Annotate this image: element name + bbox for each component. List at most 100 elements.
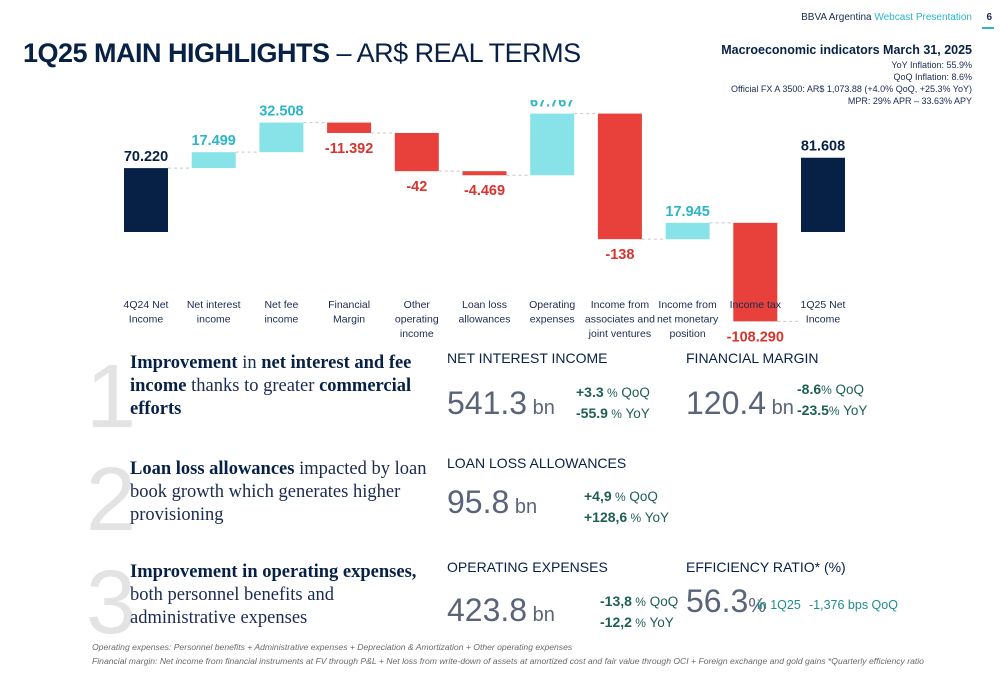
category-label-line: income bbox=[197, 314, 231, 326]
kpi-value-unit: bn bbox=[527, 397, 555, 419]
kpi-qoq-value: +4,9 bbox=[584, 488, 612, 504]
waterfall-category-label: Net fee income bbox=[264, 299, 298, 326]
waterfall-data-label: -42 bbox=[406, 179, 427, 195]
waterfall-data-label: -108.290 bbox=[727, 329, 784, 345]
kpi-pct: % bbox=[631, 616, 646, 630]
highlight-text-regular: impacted by loan book growth which gener… bbox=[130, 459, 427, 525]
waterfall-bar bbox=[733, 222, 778, 322]
kpi-value-unit: bn bbox=[766, 397, 794, 419]
highlight-text-regular: thanks to greater bbox=[186, 376, 320, 396]
kpi-yoy-label: YoY bbox=[645, 615, 674, 630]
category-label-line: Other bbox=[404, 299, 431, 311]
waterfall-category-label: Other operating income bbox=[395, 299, 439, 340]
kpi-qoq-value: -8.6 bbox=[797, 381, 822, 397]
waterfall-data-label: 17.499 bbox=[192, 133, 236, 149]
kpi-value-number: 541.3 bbox=[447, 385, 528, 421]
category-label-line: joint ventures bbox=[588, 328, 651, 340]
kpi-title-lla: LOAN LOSS ALLOWANCES bbox=[447, 455, 627, 471]
kpi-variation-fm: -8.6% QoQ -23.5% YoY bbox=[797, 379, 867, 421]
kpi-value-unit: % bbox=[748, 595, 767, 617]
category-label-line: Financial bbox=[328, 299, 370, 311]
kpi-value-number: 120.4 bbox=[686, 385, 767, 421]
kpi-value-fm: 120.4 bn bbox=[686, 385, 794, 422]
kpi-yoy-label: YoY bbox=[621, 406, 650, 421]
category-label-line: operating bbox=[395, 314, 439, 326]
waterfall-data-label: 17.945 bbox=[665, 204, 709, 220]
waterfall-category-label: Loan loss allowances bbox=[459, 299, 511, 326]
kpi-value-eff: 56.3% bbox=[686, 583, 766, 620]
kpi-value-unit: bn bbox=[527, 604, 555, 626]
macro-line: Official FX A 3500: AR$ 1,073.88 (+4.0% … bbox=[731, 84, 972, 94]
kpi-value-number: 95.8 bbox=[447, 484, 510, 520]
macro-line: QoQ Inflation: 8.6% bbox=[893, 72, 972, 82]
category-label-line: Operating bbox=[529, 299, 575, 311]
kpi-title-nii: NET INTEREST INCOME bbox=[447, 350, 608, 366]
page-number: 6 bbox=[986, 12, 992, 23]
category-label-line: Income from bbox=[658, 299, 717, 311]
waterfall-bar bbox=[665, 222, 710, 240]
brand-name: BBVA Argentina bbox=[801, 12, 872, 23]
kpi-pct: % bbox=[828, 404, 840, 418]
category-label-line: position bbox=[669, 328, 705, 340]
kpi-pct: % bbox=[627, 511, 642, 525]
waterfall-category-label: Income from net monetary position bbox=[657, 299, 719, 340]
category-label-line: Income bbox=[129, 314, 164, 326]
highlight-text: Improvement in net interest and fee inco… bbox=[130, 352, 440, 421]
waterfall-bar bbox=[530, 113, 575, 176]
highlight-number: 1 bbox=[86, 347, 137, 447]
category-label-line: Net interest bbox=[187, 299, 241, 311]
kpi-eff-change: -1,376 bps QoQ bbox=[809, 598, 898, 612]
kpi-pct: % bbox=[611, 490, 626, 504]
category-label-line: Loan loss bbox=[462, 299, 507, 311]
waterfall-category-label: Income from associates and joint ventures bbox=[585, 299, 655, 340]
waterfall-bar bbox=[259, 122, 304, 153]
kpi-pct: % bbox=[607, 407, 622, 421]
highlight-text-bold: Improvement bbox=[130, 353, 238, 373]
kpi-title-opex: OPERATING EXPENSES bbox=[447, 559, 608, 575]
kpi-qoq-value: -13,8 bbox=[600, 593, 632, 609]
highlight-text-bold: commercial efforts bbox=[130, 376, 412, 419]
category-label-line: net monetary bbox=[657, 314, 719, 326]
waterfall-category-label: 1Q25 Net Income bbox=[801, 299, 846, 326]
macro-indicators: Macroeconomic indicators March 31, 2025 … bbox=[721, 43, 972, 107]
waterfall-category-label: Operating expenses bbox=[529, 299, 575, 326]
page-title-bold: 1Q25 MAIN HIGHLIGHTS bbox=[23, 38, 330, 68]
waterfall-category-label: Financial Margin bbox=[328, 299, 370, 326]
highlight-number: 3 bbox=[86, 553, 137, 653]
kpi-variation-nii: +3.3 % QoQ -55.9 % YoY bbox=[576, 382, 650, 424]
category-label-line: Income from bbox=[591, 299, 650, 311]
highlight-number: 2 bbox=[86, 450, 137, 550]
waterfall-bar bbox=[124, 168, 168, 232]
kpi-yoy-value: -55.9 bbox=[576, 405, 608, 421]
waterfall-data-label: -4.469 bbox=[464, 183, 505, 199]
highlight-text-bold: Improvement in operating expenses, bbox=[130, 562, 417, 582]
kpi-yoy-value: +128,6 bbox=[584, 509, 628, 525]
category-label-line: Income bbox=[806, 314, 841, 326]
kpi-yoy-value: -23.5 bbox=[797, 402, 829, 418]
highlight-text: Improvement in operating expenses, both … bbox=[130, 561, 440, 630]
highlight-text-regular: both personnel benefits and administrati… bbox=[130, 585, 334, 628]
kpi-value-lla: 95.8 bn bbox=[447, 484, 537, 521]
header-brand: BBVA Argentina Webcast Presentation bbox=[801, 12, 972, 23]
highlight-text-bold: Loan loss allowances bbox=[130, 459, 295, 479]
macro-title: Macroeconomic indicators March 31, 2025 bbox=[721, 43, 972, 57]
macro-line: YoY Inflation: 55.9% bbox=[891, 60, 972, 70]
kpi-variation-opex: -13,8 % QoQ -12,2 % YoY bbox=[600, 591, 678, 633]
waterfall-bar bbox=[394, 132, 439, 172]
kpi-pct: % bbox=[821, 383, 832, 397]
footnote: Financial margin: Net income from financ… bbox=[92, 656, 924, 666]
category-label-line: income bbox=[400, 328, 434, 340]
waterfall-bar bbox=[801, 157, 845, 232]
highlight-text-bold: net interest and fee income bbox=[130, 353, 412, 396]
waterfall-category-label: 4Q24 Net Income bbox=[124, 299, 169, 326]
kpi-variation-lla: +4,9 % QoQ +128,6 % YoY bbox=[584, 486, 669, 528]
waterfall-bar bbox=[191, 152, 236, 169]
kpi-value-opex: 423.8 bn bbox=[447, 592, 555, 629]
page-title: 1Q25 MAIN HIGHLIGHTS – AR$ REAL TERMS bbox=[23, 38, 581, 69]
waterfall-data-label: -138 bbox=[605, 247, 634, 263]
waterfall-data-label: 81.608 bbox=[801, 139, 845, 155]
category-label-line: Margin bbox=[333, 314, 365, 326]
waterfall-category-label: Income tax bbox=[730, 299, 782, 311]
category-label-line: associates and bbox=[585, 314, 655, 326]
category-label-line: Net fee bbox=[264, 299, 298, 311]
